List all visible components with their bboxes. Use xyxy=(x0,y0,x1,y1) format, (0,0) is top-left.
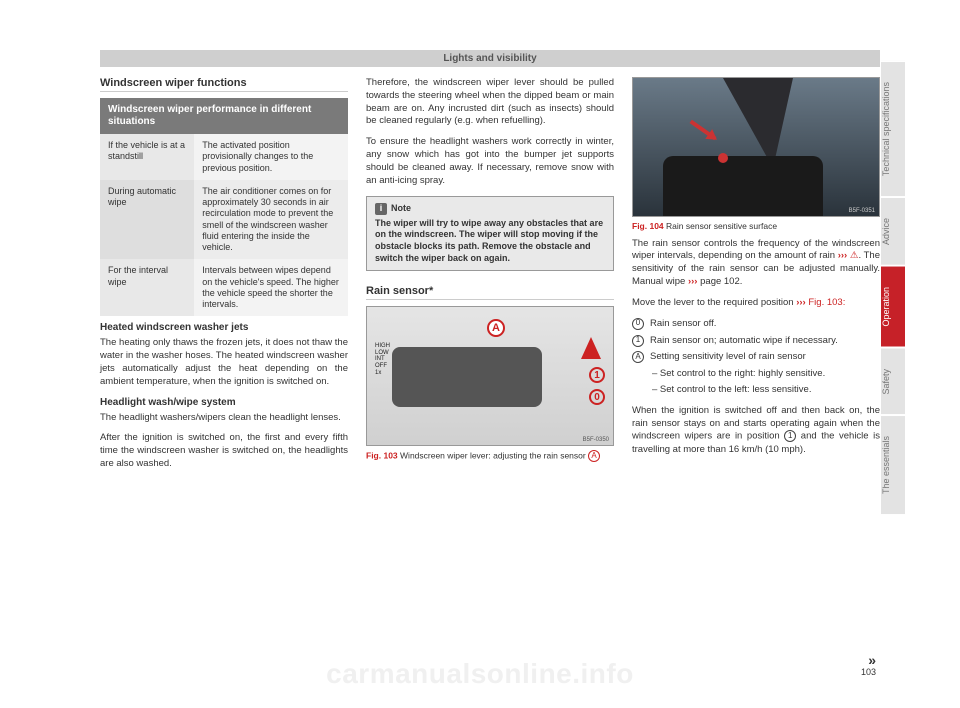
column-layout: Windscreen wiper functions Windscreen wi… xyxy=(100,77,880,479)
section-header: Lights and visibility xyxy=(100,50,880,67)
sensor-dot xyxy=(718,153,728,163)
table-cell: For the interval wipe xyxy=(100,259,194,316)
note-heading: i Note xyxy=(375,203,605,215)
list-text: Rain sensor off. xyxy=(650,318,716,331)
text: page 102. xyxy=(697,276,742,287)
crossref-icon: ››› xyxy=(796,297,806,308)
col2-heading: Rain sensor* xyxy=(366,285,614,300)
figure-code: B5F-0350 xyxy=(583,437,609,443)
table-header: Windscreen wiper performance in differen… xyxy=(100,98,348,134)
paragraph: The rain sensor controls the frequency o… xyxy=(632,238,880,289)
callout-0: 0 xyxy=(589,389,605,405)
a-pillar-graphic xyxy=(723,78,793,168)
paragraph: The heating only thaws the frozen jets, … xyxy=(100,337,348,388)
bold-heading: Headlight wash/wipe system xyxy=(100,397,348,408)
paragraph: The headlight washers/wipers clean the h… xyxy=(100,412,348,425)
figure-code: B5F-0351 xyxy=(849,208,875,214)
figure-text: Windscreen wiper lever: adjusting the ra… xyxy=(400,451,586,461)
tab-operation[interactable]: Operation xyxy=(881,265,905,347)
list-text: Setting sensitivity level of rain sensor xyxy=(650,351,806,364)
figure-104: B5F-0351 xyxy=(632,77,880,217)
text: Move the lever to the required position xyxy=(632,297,796,308)
callout-1: 1 xyxy=(589,367,605,383)
page-number: 103 xyxy=(861,667,876,677)
callout-a: A xyxy=(487,319,505,337)
table-cell: If the vehicle is at a standstill xyxy=(100,134,194,180)
lever-settings-labels: HIGH LOW INT OFF 1x xyxy=(375,343,390,376)
tab-advice[interactable]: Advice xyxy=(881,196,905,265)
wiper-lever-graphic xyxy=(392,347,542,407)
side-tabs: Technical specifications Advice Operatio… xyxy=(881,60,905,514)
sublist-item: – Set control to the left: less sensitiv… xyxy=(652,384,880,397)
figure-text: Rain sensor sensitive surface xyxy=(666,221,777,231)
bullet-a-icon: A xyxy=(632,351,644,363)
arrow-icon xyxy=(690,120,717,140)
table-row: During automatic wipe The air conditione… xyxy=(100,180,348,260)
list-item-0: 0 Rain sensor off. xyxy=(632,318,880,331)
column-2: Therefore, the windscreen wiper lever sh… xyxy=(366,77,614,479)
list-item-1: 1 Rain sensor on; automatic wipe if nece… xyxy=(632,335,880,348)
callout-a-inline: A xyxy=(588,450,600,462)
figure-number: Fig. 103 xyxy=(366,451,398,461)
note-box: i Note The wiper will try to wipe away a… xyxy=(366,196,614,272)
figure-number: Fig. 104 xyxy=(632,221,664,231)
table-cell: The air conditioner comes on for approxi… xyxy=(194,180,348,260)
arrow-up-icon xyxy=(581,337,601,359)
watermark: carmanualsonline.info xyxy=(0,658,960,690)
tab-essentials[interactable]: The essentials xyxy=(881,414,905,514)
crossref-icon: ››› xyxy=(838,250,848,261)
page-content: Lights and visibility Windscreen wiper f… xyxy=(100,50,880,479)
continue-icon: » xyxy=(868,652,876,668)
col1-heading: Windscreen wiper functions xyxy=(100,77,348,92)
table-cell: Intervals between wipes depend on the ve… xyxy=(194,259,348,316)
bullet-1-inline-icon: 1 xyxy=(784,430,796,442)
paragraph: After the ignition is switched on, the f… xyxy=(100,432,348,470)
info-icon: i xyxy=(375,203,387,215)
sublist-item: – Set control to the right: highly sensi… xyxy=(652,368,880,381)
list-text: Rain sensor on; automatic wipe if necess… xyxy=(650,335,838,348)
note-body: The wiper will try to wipe away any obst… xyxy=(375,218,605,265)
bold-heading: Heated windscreen washer jets xyxy=(100,322,348,333)
list-item-a: A Setting sensitivity level of rain sens… xyxy=(632,351,880,364)
table-cell: During automatic wipe xyxy=(100,180,194,260)
paragraph: Move the lever to the required position … xyxy=(632,297,880,310)
bullet-0-icon: 0 xyxy=(632,318,644,330)
tab-safety[interactable]: Safety xyxy=(881,347,905,415)
column-1: Windscreen wiper functions Windscreen wi… xyxy=(100,77,348,479)
mirror-graphic xyxy=(663,156,823,216)
figure-103: HIGH LOW INT OFF 1x A 1 0 B5F-0350 xyxy=(366,306,614,446)
fig-ref: Fig. 103: xyxy=(806,297,846,308)
table-row: For the interval wipe Intervals between … xyxy=(100,259,348,316)
bullet-1-icon: 1 xyxy=(632,335,644,347)
figure-caption: Fig. 103 Windscreen wiper lever: adjusti… xyxy=(366,450,614,462)
note-label: Note xyxy=(391,203,411,215)
table-row: If the vehicle is at a standstill The ac… xyxy=(100,134,348,180)
table-cell: The activated position provisionally cha… xyxy=(194,134,348,180)
paragraph: Therefore, the windscreen wiper lever sh… xyxy=(366,77,614,128)
paragraph: To ensure the headlight washers work cor… xyxy=(366,136,614,187)
column-3: B5F-0351 Fig. 104 Rain sensor sensitive … xyxy=(632,77,880,479)
tab-technical-specs[interactable]: Technical specifications xyxy=(881,60,905,196)
figure-caption: Fig. 104 Rain sensor sensitive surface xyxy=(632,221,880,232)
paragraph: When the ignition is switched off and th… xyxy=(632,405,880,457)
